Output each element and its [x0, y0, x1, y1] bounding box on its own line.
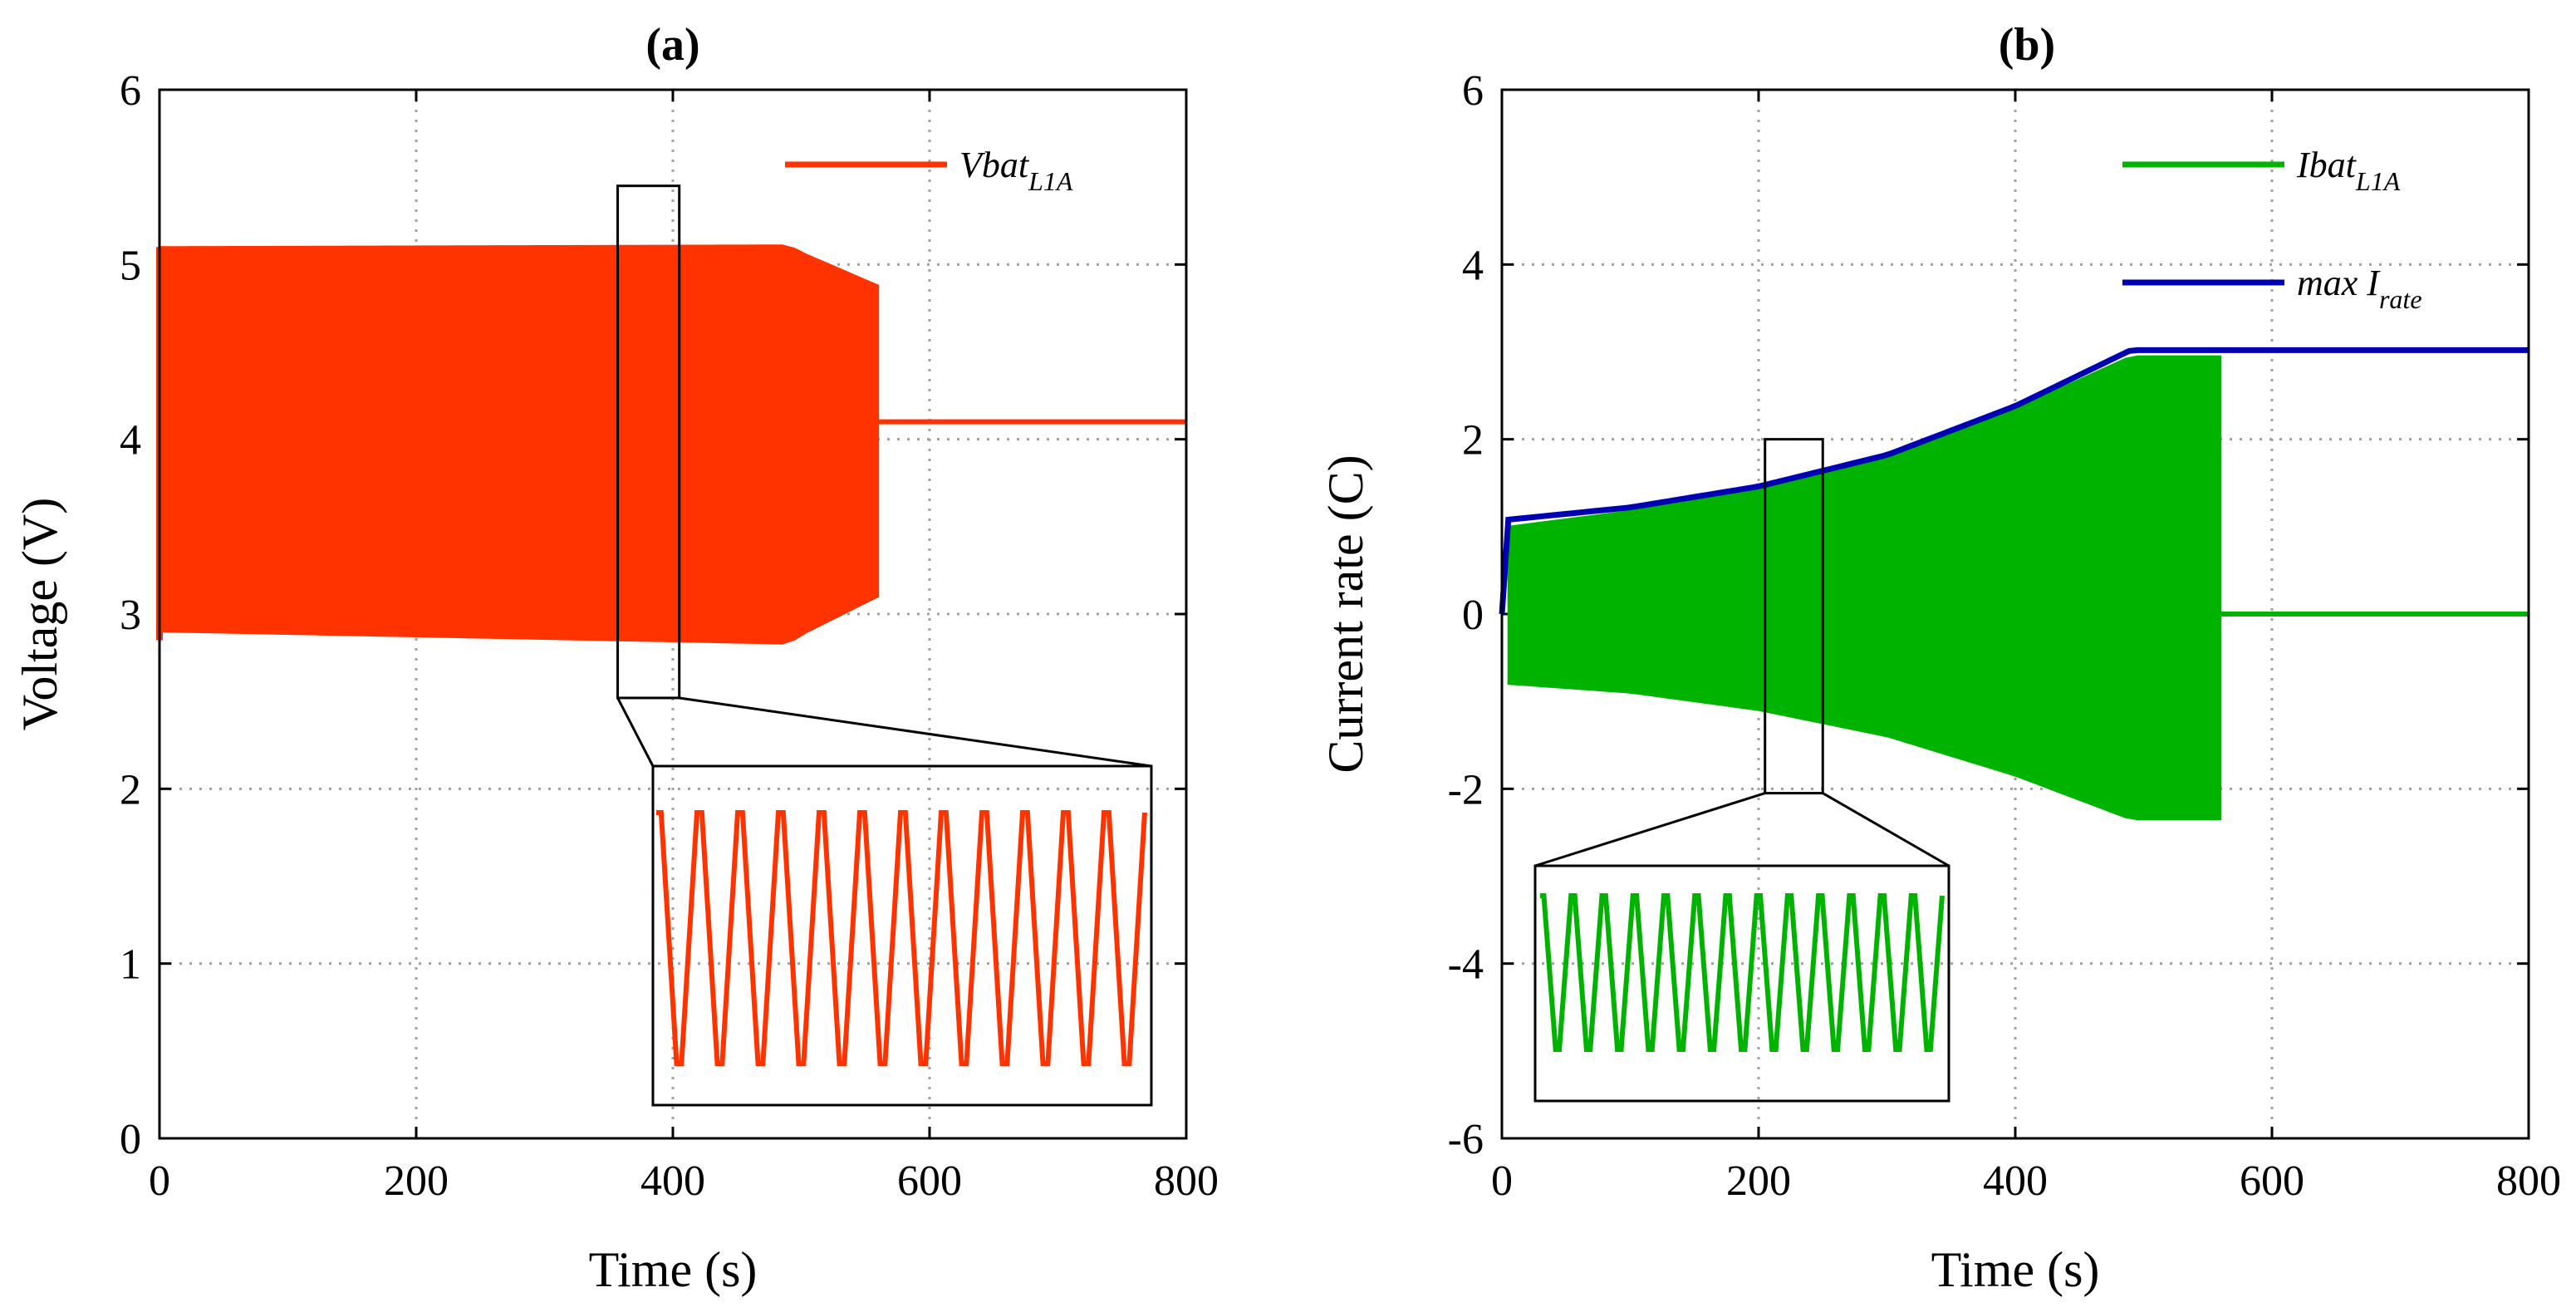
legend-subscript: L1A — [1028, 166, 1073, 196]
legend-name: Ibat — [2296, 145, 2358, 185]
x-tick-label: 600 — [897, 1157, 962, 1205]
y-tick-label: 3 — [120, 592, 141, 639]
y-tick-label: 0 — [120, 1116, 141, 1163]
x-axis-label: Time (s) — [1931, 1242, 2100, 1297]
y-tick-label: 5 — [120, 242, 141, 289]
x-tick-label: 0 — [1491, 1157, 1513, 1205]
panel-a-voltage: 0 200 400 600 800 0 1 2 3 4 5 6 (a) Time (s) Voltage (… — [12, 19, 1219, 1297]
x-tick-label: 200 — [384, 1157, 449, 1205]
zoom-connector — [1534, 792, 1766, 867]
x-tick-label: 600 — [2240, 1157, 2304, 1205]
panel-title: (b) — [1999, 19, 2055, 71]
oscillation-band — [1507, 355, 2222, 821]
zoom-connector — [1822, 792, 1950, 867]
zoom-connector — [616, 697, 655, 767]
legend-label: IbatL1A — [2296, 145, 2401, 196]
x-tick-label: 0 — [149, 1157, 170, 1205]
y-tick-label: 4 — [1462, 242, 1484, 289]
x-tick-label: 800 — [1154, 1157, 1219, 1205]
y-tick-label: 1 — [120, 941, 141, 989]
axes-frame — [158, 88, 1188, 1140]
zoom-source-box — [1764, 438, 1824, 795]
y-tick-label: 4 — [120, 417, 141, 464]
zoom-connector — [679, 696, 1152, 768]
legend-name: Vbat — [959, 145, 1030, 185]
y-tick-label: -6 — [1448, 1116, 1484, 1163]
legend-label: VbatL1A — [959, 145, 1073, 196]
y-tick-label: 6 — [120, 67, 141, 115]
zoom-source-box — [616, 184, 681, 700]
x-axis-label: Time (s) — [589, 1242, 758, 1297]
zoom-inset-waveform — [656, 810, 1147, 1066]
zoom-inset-box — [651, 764, 1153, 1107]
max-rate-line — [1499, 346, 2529, 615]
x-tick-label: 400 — [640, 1157, 705, 1205]
zoom-inset-box — [1533, 864, 1950, 1103]
y-axis-label: Voltage (V) — [12, 498, 67, 731]
y-tick-label: 6 — [1462, 67, 1484, 115]
panel-b-current: 0 200 400 600 800 -6 -4 -2 0 2 4 6 (b) Time (s) Curren… — [1318, 19, 2561, 1297]
axes-frame — [1500, 88, 2530, 1140]
oscillation-band — [159, 244, 880, 645]
x-tick-label: 400 — [1983, 1157, 2048, 1205]
y-tick-label: 2 — [1462, 417, 1484, 464]
y-tick-label: 2 — [120, 766, 141, 813]
zoom-inset-waveform — [1540, 893, 1945, 1052]
legend-label: max Irate — [2297, 263, 2422, 314]
y-tick-label: -4 — [1448, 941, 1484, 989]
y-tick-label: -2 — [1448, 766, 1484, 813]
y-tick-label: 0 — [1462, 592, 1484, 639]
legend-subscript: rate — [2379, 284, 2422, 314]
panel-title: (a) — [645, 19, 699, 71]
x-tick-label: 200 — [1726, 1157, 1791, 1205]
legend-name: max I — [2297, 263, 2381, 303]
x-tick-label: 800 — [2496, 1157, 2561, 1205]
legend-subscript: L1A — [2355, 166, 2401, 196]
y-axis-label: Current rate (C) — [1318, 455, 1373, 773]
